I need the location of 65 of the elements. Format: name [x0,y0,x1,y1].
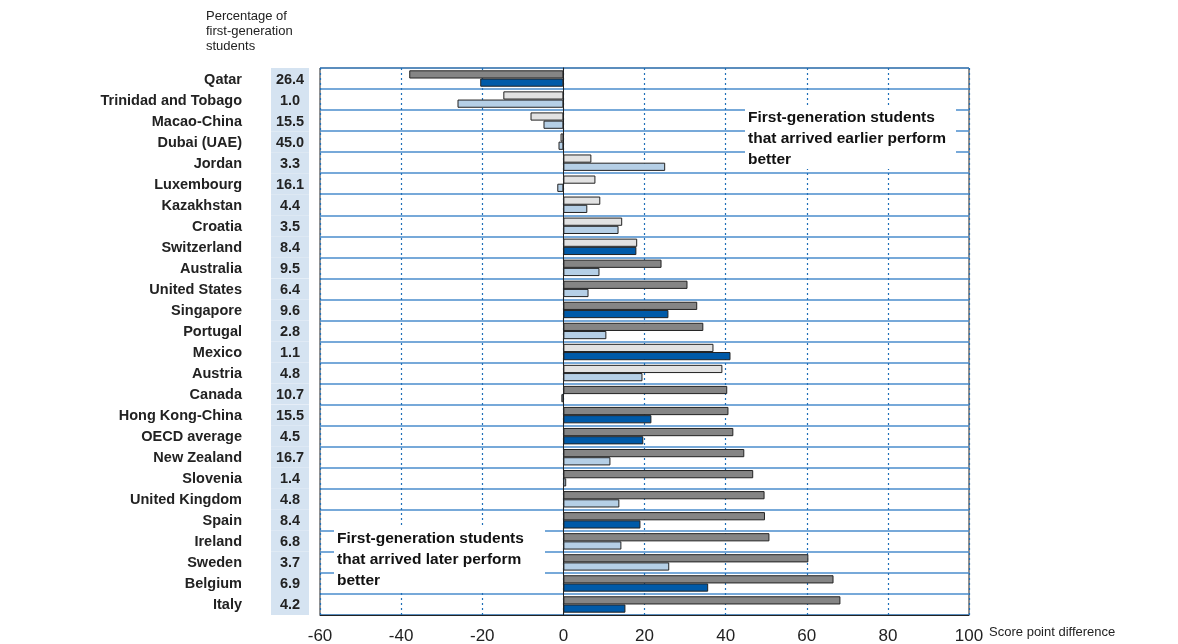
y2-tick-label: 4.5 [279,428,301,445]
y-tick-label: Kazakhstan [161,196,242,213]
y2-tick-label: 4.2 [279,596,301,613]
y-tick-label: Jordan [193,154,242,171]
x-tick-label: 40 [716,626,736,644]
x-tick-label: -20 [469,626,495,644]
y2-tick-label: 16.7 [275,449,305,466]
y-tick-label: United Kingdom [130,491,242,508]
y2-tick-label: 15.5 [275,407,305,424]
y2-tick-label: 6.8 [279,533,301,550]
y2-tick-label: 1.4 [279,470,301,487]
y2-tick-label: 4.4 [279,196,301,213]
y-tick-label: United States [149,280,242,297]
y2-tick-label: 3.3 [279,154,301,171]
y-tick-label: Qatar [204,70,243,87]
y-tick-label: Mexico [192,344,243,361]
x-tick-label: 20 [635,626,654,644]
y2-tick-label: 3.5 [279,217,301,234]
y2-tick-label: 45.0 [275,133,305,150]
y2-tick-label: 1.1 [279,344,301,361]
y2-tick-label: 4.8 [279,365,301,382]
annotation: First-generation students that arrived later perform better [337,529,529,588]
y-tick-label: Luxembourg [154,175,242,192]
y2-tick-label: 16.1 [275,175,305,192]
y-tick-label: Singapore [171,301,242,318]
x-axis-title: Score point difference [989,624,1116,639]
y2-tick-label: 26.4 [275,70,305,87]
x-tick-label: -60 [307,626,333,644]
y-tick-label: Italy [212,596,242,613]
y2-tick-label: 1.0 [279,91,301,108]
y2-tick-label: 9.6 [279,301,301,318]
x-tick-label: 80 [878,626,898,644]
y2-tick-label: 8.4 [279,238,301,255]
x-tick-label: 0 [558,626,569,644]
y-tick-label: Australia [179,259,243,276]
y-tick-label: Portugal [183,322,242,339]
annotation: First-generation students that arrived earlier perform better [748,108,951,167]
y-tick-label: Spain [202,512,242,529]
y-tick-label: Canada [189,386,243,403]
y2-tick-label: 8.4 [279,512,301,529]
y-tick-label: Macao-China [151,112,243,129]
y-tick-label: Slovenia [182,470,243,487]
y-tick-label: Trinidad and Tobago [100,91,243,108]
y2-tick-label: 2.8 [279,322,301,339]
y2-tick-label: 3.7 [279,554,301,571]
y-tick-label: Dubai (UAE) [157,133,243,150]
y2-tick-label: 6.9 [279,575,301,592]
y-tick-label: Ireland [194,533,242,550]
y-tick-label: Croatia [192,217,243,234]
x-tick-label: -40 [388,626,414,644]
y2-tick-label: 15.5 [275,112,305,129]
y2-axis-title: Percentage of first-generation students [206,8,297,53]
x-tick-label: 100 [954,626,984,644]
y-tick-label: Hong Kong-China [118,407,243,424]
y-tick-label: Austria [192,365,243,382]
x-tick-label: 60 [797,626,817,644]
y-tick-label: New Zealand [153,449,242,466]
y-tick-label: OECD average [141,428,242,445]
y2-tick-label: 9.5 [279,259,301,276]
y2-tick-label: 6.4 [279,280,301,297]
y-tick-label: Sweden [187,554,242,571]
y-tick-label: Switzerland [161,238,242,255]
y2-tick-label: 4.8 [279,491,301,508]
y-tick-label: Belgium [184,575,242,592]
y2-tick-label: 10.7 [275,386,305,403]
